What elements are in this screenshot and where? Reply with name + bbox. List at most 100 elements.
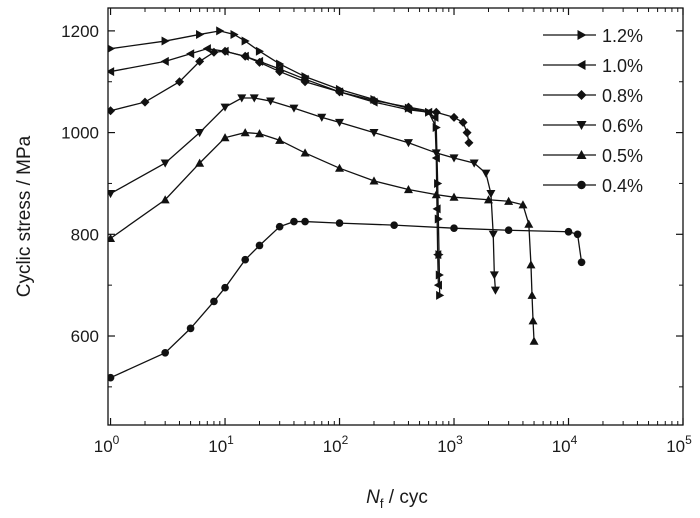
data-point [403, 185, 413, 194]
data-point [108, 233, 116, 242]
x-tick-base: 10 [323, 437, 342, 456]
data-point [196, 29, 205, 39]
legend-marker [576, 150, 587, 159]
data-point [528, 316, 538, 325]
x-tick-exponent: 4 [571, 433, 578, 447]
data-point [526, 260, 536, 269]
x-axis-title-symbol: N [366, 487, 380, 508]
data-point [108, 190, 116, 199]
series-group [108, 26, 586, 382]
legend-entry: 0.5% [543, 146, 643, 166]
x-tick-label: 105 [666, 433, 692, 456]
legend-label: 1.2% [602, 26, 643, 46]
data-point [335, 219, 344, 227]
y-tick-label: 1000 [61, 124, 99, 143]
data-point [488, 230, 498, 239]
data-point [518, 200, 528, 209]
legend-entry: 1.0% [543, 56, 643, 76]
x-tick-label: 103 [437, 433, 463, 456]
data-point [241, 255, 250, 264]
x-axis-title: Nf / cyc [366, 487, 428, 511]
data-point [369, 128, 379, 138]
x-tick-label: 100 [94, 433, 120, 456]
series-line [110, 131, 535, 342]
data-point [266, 97, 276, 106]
data-point [108, 67, 115, 77]
legend-marker [576, 60, 586, 70]
series-0-8pct [108, 46, 474, 148]
data-point [335, 118, 345, 127]
data-point [483, 195, 493, 204]
series-0-6pct [108, 94, 500, 295]
data-point [140, 97, 150, 107]
data-point [220, 46, 230, 56]
data-point [529, 336, 539, 345]
x-tick-base: 10 [437, 437, 456, 456]
data-point [290, 217, 298, 226]
data-point [433, 280, 442, 290]
data-point [255, 241, 264, 250]
data-point [577, 258, 586, 267]
data-point [335, 163, 345, 172]
data-point [221, 283, 229, 292]
data-point [573, 230, 582, 239]
data-point [403, 102, 413, 112]
data-point [431, 149, 441, 158]
data-point [481, 169, 491, 178]
plot-frame [107, 7, 684, 426]
data-point [449, 154, 459, 163]
x-tick-exponent: 3 [456, 433, 463, 447]
data-point [564, 227, 573, 236]
y-tick-label: 800 [71, 225, 99, 244]
data-point [108, 106, 116, 116]
data-point [433, 250, 442, 260]
data-point [237, 94, 247, 103]
series-0-4pct [108, 217, 586, 382]
data-point [369, 176, 379, 185]
x-tick-base: 10 [94, 437, 113, 456]
data-point [431, 107, 441, 117]
data-point [161, 348, 170, 357]
data-point [275, 222, 284, 231]
y-axis-title: Cyclic stress / MPa [14, 135, 35, 297]
data-point [230, 29, 239, 39]
data-point [300, 77, 310, 87]
plot-area [108, 26, 586, 382]
series-1-0pct [108, 44, 442, 290]
data-point [241, 36, 250, 46]
data-point [195, 128, 205, 138]
legend-marker [577, 180, 586, 190]
legend-marker [576, 121, 587, 130]
data-point [464, 138, 474, 148]
data-point [490, 286, 500, 295]
series-line [110, 48, 440, 286]
data-point [369, 96, 379, 106]
data-point [527, 290, 537, 299]
data-point [301, 217, 309, 226]
legend-label: 0.6% [602, 116, 643, 136]
data-point [462, 128, 472, 138]
data-point [255, 129, 265, 138]
data-point [160, 159, 170, 168]
legend-label: 1.0% [602, 56, 643, 76]
data-point [209, 47, 219, 57]
x-axis-title-subscript: f [380, 496, 384, 511]
series-line [110, 30, 441, 296]
data-point [240, 51, 250, 61]
legend-label: 0.4% [602, 176, 643, 196]
legend-entry: 1.2% [543, 26, 643, 46]
series-line [110, 50, 470, 143]
data-point [486, 190, 496, 199]
x-tick-base: 10 [666, 437, 685, 456]
x-tick-label: 101 [208, 433, 234, 456]
x-tick-label: 102 [323, 433, 349, 456]
data-point [317, 113, 327, 122]
legend-entry: 0.4% [543, 176, 643, 196]
data-point [160, 195, 170, 204]
x-tick-exponent: 0 [113, 433, 120, 447]
series-line [110, 220, 583, 379]
legend-label: 0.5% [602, 146, 643, 166]
data-point [195, 158, 205, 167]
data-point [458, 117, 468, 127]
